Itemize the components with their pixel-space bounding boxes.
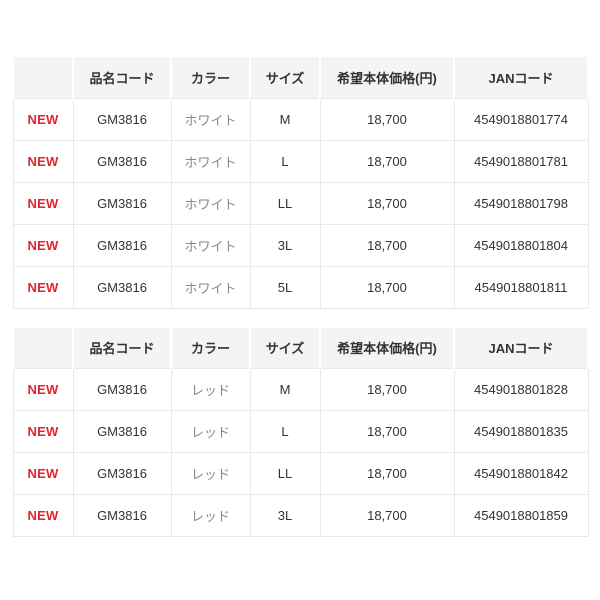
new-badge: NEW — [12, 265, 74, 309]
column-header-badge — [12, 55, 74, 99]
cell-color: ホワイト — [170, 223, 251, 267]
new-badge: NEW — [12, 181, 74, 225]
cell-price: 18,700 — [319, 223, 455, 267]
cell-color: ホワイト — [170, 139, 251, 183]
cell-product-code: GM3816 — [72, 181, 172, 225]
table-row: NEW GM3816 レッド LL 18,700 4549018801842 — [12, 452, 589, 495]
cell-product-code: GM3816 — [72, 265, 172, 309]
new-badge: NEW — [12, 410, 74, 453]
table-row: NEW GM3816 レッド L 18,700 4549018801835 — [12, 410, 589, 453]
cell-price: 18,700 — [319, 410, 455, 453]
cell-product-code: GM3816 — [72, 452, 172, 495]
cell-jan-code: 4549018801781 — [453, 139, 589, 183]
cell-jan-code: 4549018801774 — [453, 97, 589, 141]
cell-color: レッド — [170, 368, 251, 411]
table-row: NEW GM3816 ホワイト 5L 18,700 4549018801811 — [12, 265, 589, 309]
cell-color: ホワイト — [170, 181, 251, 225]
cell-color: レッド — [170, 452, 251, 495]
product-table-red: 品名コード カラー サイズ 希望本体価格(円) JANコード NEW GM381… — [12, 325, 589, 537]
cell-jan-code: 4549018801842 — [453, 452, 589, 495]
table-row: NEW GM3816 ホワイト L 18,700 4549018801781 — [12, 139, 589, 183]
cell-price: 18,700 — [319, 181, 455, 225]
cell-size: M — [249, 368, 321, 411]
cell-size: 3L — [249, 223, 321, 267]
cell-price: 18,700 — [319, 265, 455, 309]
new-badge: NEW — [12, 97, 74, 141]
cell-jan-code: 4549018801811 — [453, 265, 589, 309]
cell-size: L — [249, 139, 321, 183]
new-badge: NEW — [12, 223, 74, 267]
cell-size: M — [249, 97, 321, 141]
column-header-size: サイズ — [249, 325, 321, 369]
cell-jan-code: 4549018801798 — [453, 181, 589, 225]
cell-jan-code: 4549018801859 — [453, 494, 589, 537]
column-header-price: 希望本体価格(円) — [319, 325, 455, 369]
cell-color: レッド — [170, 494, 251, 537]
column-header-color: カラー — [170, 55, 251, 99]
cell-jan-code: 4549018801804 — [453, 223, 589, 267]
cell-price: 18,700 — [319, 368, 455, 411]
cell-color: ホワイト — [170, 265, 251, 309]
column-header-size: サイズ — [249, 55, 321, 99]
cell-price: 18,700 — [319, 494, 455, 537]
column-header-product-code: 品名コード — [72, 55, 172, 99]
new-badge: NEW — [12, 368, 74, 411]
cell-product-code: GM3816 — [72, 494, 172, 537]
cell-size: 3L — [249, 494, 321, 537]
cell-jan-code: 4549018801828 — [453, 368, 589, 411]
table-row: NEW GM3816 レッド M 18,700 4549018801828 — [12, 368, 589, 411]
column-header-price: 希望本体価格(円) — [319, 55, 455, 99]
product-table-white: 品名コード カラー サイズ 希望本体価格(円) JANコード NEW GM381… — [12, 55, 589, 309]
cell-price: 18,700 — [319, 97, 455, 141]
column-header-jan-code: JANコード — [453, 325, 589, 369]
cell-size: LL — [249, 181, 321, 225]
column-header-product-code: 品名コード — [72, 325, 172, 369]
cell-product-code: GM3816 — [72, 368, 172, 411]
table-row: NEW GM3816 ホワイト LL 18,700 4549018801798 — [12, 181, 589, 225]
cell-color: ホワイト — [170, 97, 251, 141]
cell-product-code: GM3816 — [72, 97, 172, 141]
cell-color: レッド — [170, 410, 251, 453]
column-header-jan-code: JANコード — [453, 55, 589, 99]
column-header-color: カラー — [170, 325, 251, 369]
table-row: NEW GM3816 レッド 3L 18,700 4549018801859 — [12, 494, 589, 537]
new-badge: NEW — [12, 494, 74, 537]
table-row: NEW GM3816 ホワイト 3L 18,700 4549018801804 — [12, 223, 589, 267]
column-header-badge — [12, 325, 74, 369]
table-row: NEW GM3816 ホワイト M 18,700 4549018801774 — [12, 97, 589, 141]
cell-size: L — [249, 410, 321, 453]
cell-price: 18,700 — [319, 452, 455, 495]
cell-product-code: GM3816 — [72, 410, 172, 453]
table-header-row: 品名コード カラー サイズ 希望本体価格(円) JANコード — [12, 55, 589, 99]
product-spec-page: 品名コード カラー サイズ 希望本体価格(円) JANコード NEW GM381… — [12, 55, 589, 537]
new-badge: NEW — [12, 139, 74, 183]
new-badge: NEW — [12, 452, 74, 495]
cell-size: LL — [249, 452, 321, 495]
cell-size: 5L — [249, 265, 321, 309]
cell-price: 18,700 — [319, 139, 455, 183]
cell-product-code: GM3816 — [72, 223, 172, 267]
table-header-row: 品名コード カラー サイズ 希望本体価格(円) JANコード — [12, 325, 589, 369]
cell-jan-code: 4549018801835 — [453, 410, 589, 453]
cell-product-code: GM3816 — [72, 139, 172, 183]
